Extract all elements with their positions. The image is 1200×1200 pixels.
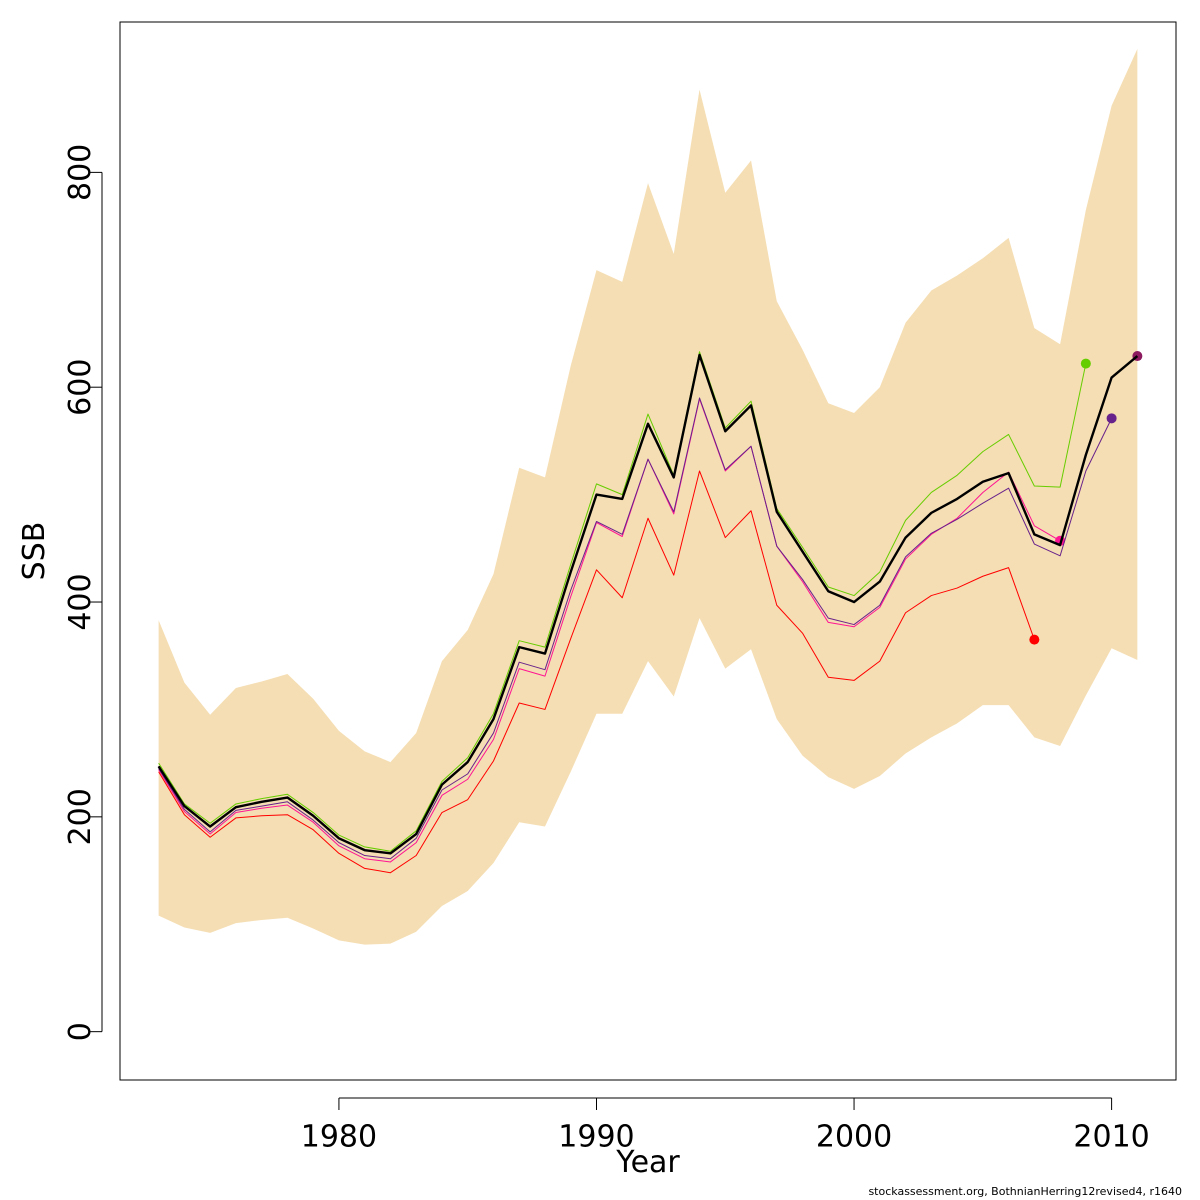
y-tick-label: 600 xyxy=(63,359,98,416)
y-tick-label: 400 xyxy=(63,573,98,630)
axes: 1980 1990 2000 2010 0 200 400 600 800 xyxy=(63,144,1150,1155)
series-end-point-4 xyxy=(1106,413,1117,424)
x-axis-title: Year xyxy=(615,1145,680,1180)
series-line-3 xyxy=(158,351,1087,852)
y-tick-label: 200 xyxy=(63,788,98,845)
plot-area xyxy=(157,48,1143,945)
series-line-2 xyxy=(158,398,1061,863)
x-tick-label: 1980 xyxy=(301,1120,377,1155)
y-tick-label: 0 xyxy=(63,1022,98,1041)
plot-frame xyxy=(119,21,1177,1081)
y-tick-label: 800 xyxy=(63,144,98,201)
series-end-point-3 xyxy=(1080,358,1091,369)
series-line-6 xyxy=(157,353,1139,855)
series-end-point-1 xyxy=(1029,634,1040,645)
x-tick-label: 2000 xyxy=(816,1120,892,1155)
x-tick-label: 2010 xyxy=(1073,1120,1149,1155)
series-line-1 xyxy=(158,470,1035,874)
x-tick-label: 1990 xyxy=(558,1120,634,1155)
source-note: stockassessment.org, BothnianHerring12re… xyxy=(868,1185,1182,1198)
series-line-4 xyxy=(158,397,1113,860)
y-axis-title: SSB xyxy=(17,522,52,581)
confidence-band xyxy=(158,48,1138,945)
